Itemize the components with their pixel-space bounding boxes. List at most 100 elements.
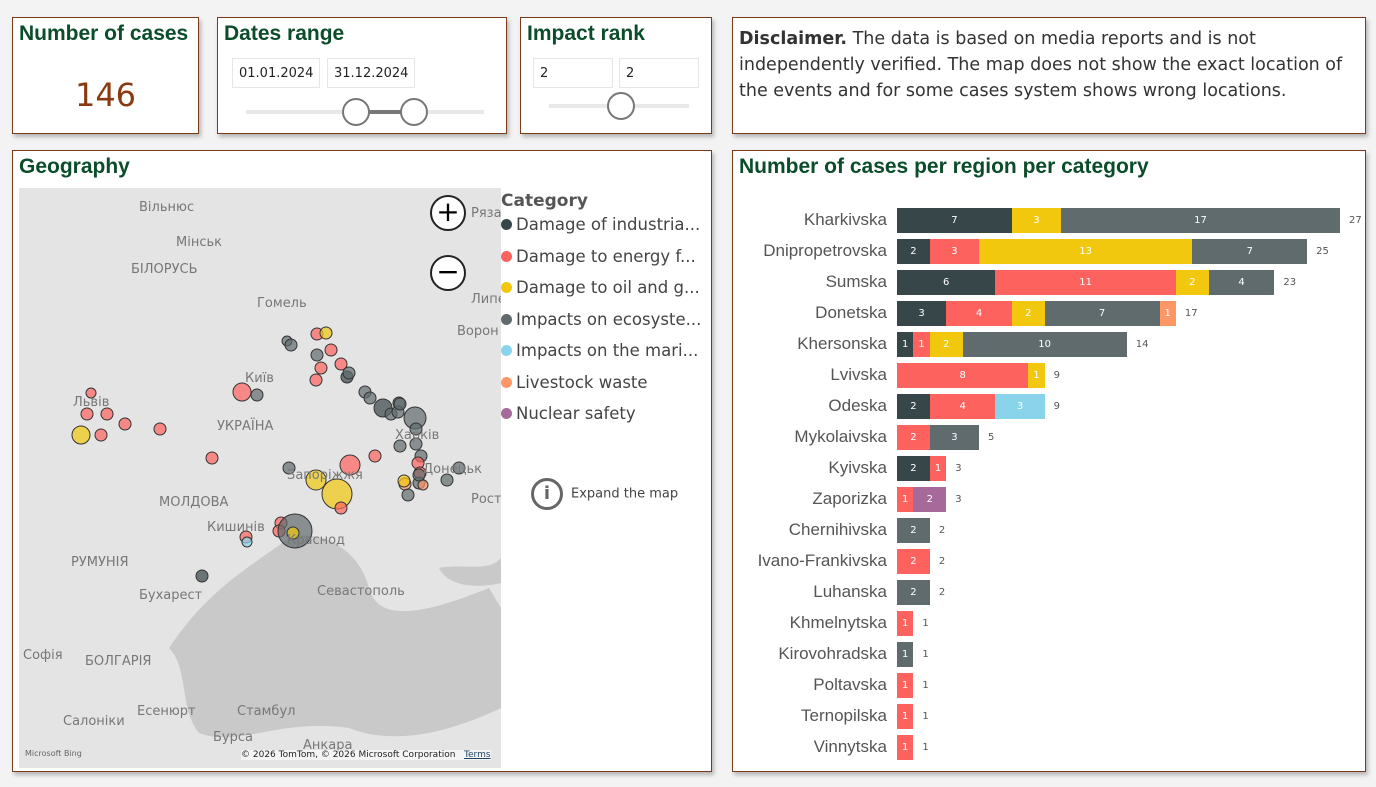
- event-bubble[interactable]: [309, 373, 323, 387]
- event-bubble[interactable]: [153, 422, 167, 436]
- bar-segment[interactable]: 1: [897, 704, 914, 729]
- bar-segment[interactable]: 17: [1061, 208, 1340, 233]
- event-bubble[interactable]: [205, 451, 219, 465]
- bar-segment[interactable]: 7: [1044, 301, 1160, 326]
- bar-segment[interactable]: 3: [1011, 208, 1062, 233]
- event-bubble[interactable]: [286, 526, 300, 540]
- event-bubble[interactable]: [339, 454, 361, 476]
- bar-segment[interactable]: 1: [913, 332, 930, 357]
- legend-item[interactable]: Nuclear safety: [501, 404, 723, 436]
- bar-segment[interactable]: 6: [897, 270, 996, 295]
- bar-segment[interactable]: 3: [929, 239, 980, 264]
- bar-segment[interactable]: 1: [1028, 363, 1045, 388]
- event-bubble[interactable]: [71, 425, 91, 445]
- bar-segment[interactable]: 7: [1192, 239, 1308, 264]
- bar-segment[interactable]: 2: [1175, 270, 1209, 295]
- event-bubble[interactable]: [363, 391, 377, 405]
- zoom-out-button[interactable]: −: [430, 255, 466, 291]
- bar-segment[interactable]: 3: [995, 394, 1045, 419]
- event-bubble[interactable]: [232, 382, 252, 402]
- bar-segment[interactable]: 2: [913, 487, 947, 512]
- event-bubble[interactable]: [409, 437, 423, 451]
- map-place-label: Краснод: [287, 533, 346, 548]
- bar-segment[interactable]: 1: [897, 611, 914, 636]
- bar-segment[interactable]: 4: [946, 301, 1012, 326]
- event-bubble[interactable]: [324, 343, 338, 357]
- zoom-in-button[interactable]: +: [430, 195, 466, 231]
- event-bubble[interactable]: [409, 422, 423, 436]
- impact-min-input[interactable]: 2: [533, 58, 613, 88]
- legend-item[interactable]: Damage to energy f...: [501, 247, 723, 279]
- event-bubble[interactable]: [94, 428, 108, 442]
- event-bubble[interactable]: [440, 473, 454, 487]
- bar-segment[interactable]: 2: [897, 394, 930, 419]
- event-bubble[interactable]: [368, 449, 382, 463]
- event-bubble[interactable]: [319, 326, 333, 340]
- map-place-label: УКРАЇНА: [217, 419, 274, 434]
- event-bubble[interactable]: [85, 387, 97, 399]
- legend-item[interactable]: Livestock waste: [501, 373, 723, 405]
- event-bubble[interactable]: [401, 488, 415, 502]
- bar-segment[interactable]: 3: [929, 425, 980, 450]
- bar-segment[interactable]: 2: [897, 425, 930, 450]
- bar-segment[interactable]: 2: [897, 580, 930, 605]
- bar-segment[interactable]: 10: [962, 332, 1127, 357]
- bar-segment[interactable]: 2: [897, 549, 930, 574]
- map-place-label: Софія: [23, 648, 63, 663]
- event-bubble[interactable]: [195, 569, 209, 583]
- event-bubble[interactable]: [282, 461, 296, 475]
- bar-segment[interactable]: 1: [929, 456, 947, 481]
- terms-link[interactable]: Terms: [464, 750, 491, 760]
- event-bubble[interactable]: [393, 397, 407, 411]
- start-date-input[interactable]: 01.01.2024: [232, 58, 320, 88]
- event-bubble[interactable]: [100, 407, 114, 421]
- event-bubble[interactable]: [314, 361, 328, 375]
- event-bubble[interactable]: [452, 461, 466, 475]
- event-bubble[interactable]: [334, 357, 348, 371]
- date-slider-end-handle[interactable]: [400, 98, 428, 126]
- bar-segment[interactable]: 2: [929, 332, 963, 357]
- bar-segment[interactable]: 1: [897, 735, 914, 760]
- event-bubble[interactable]: [305, 469, 327, 491]
- event-bubble[interactable]: [241, 536, 253, 548]
- bar-segment[interactable]: 8: [897, 363, 1029, 388]
- expand-map-button[interactable]: i Expand the map: [531, 478, 678, 510]
- bar-segment[interactable]: 7: [897, 208, 1012, 233]
- bar-segment[interactable]: 11: [995, 270, 1176, 295]
- map[interactable]: Вільнюс Мінськ БІЛОРУСЬ Гомель Рязан Липец Вор…: [19, 188, 501, 768]
- bar-segment[interactable]: 1: [1159, 301, 1176, 326]
- bar-segment[interactable]: 1: [897, 642, 914, 667]
- event-bubble[interactable]: [334, 501, 348, 515]
- event-bubble[interactable]: [284, 338, 298, 352]
- impact-max-input[interactable]: 2: [619, 58, 699, 88]
- bar-segment[interactable]: 4: [1208, 270, 1275, 295]
- event-bubble[interactable]: [393, 439, 407, 453]
- bar-segment[interactable]: 2: [897, 456, 930, 481]
- event-bubble[interactable]: [118, 417, 132, 431]
- event-bubble[interactable]: [80, 407, 94, 421]
- event-bubble[interactable]: [250, 388, 264, 402]
- legend-item[interactable]: Damage of industria...: [501, 215, 723, 247]
- bar-segment[interactable]: 4: [929, 394, 996, 419]
- date-slider-start-handle[interactable]: [342, 98, 370, 126]
- map-canvas[interactable]: [19, 188, 501, 768]
- end-date-input[interactable]: 31.12.2024: [327, 58, 415, 88]
- bar-segment[interactable]: 2: [1011, 301, 1045, 326]
- map-place-label: Бурса: [213, 730, 253, 745]
- bar-segment[interactable]: 13: [979, 239, 1193, 264]
- bar-segment[interactable]: 1: [897, 487, 914, 512]
- legend-item[interactable]: Impacts on ecosyste...: [501, 310, 723, 342]
- bar-segment[interactable]: 2: [897, 518, 930, 543]
- impact-slider-handle[interactable]: [607, 92, 635, 120]
- event-bubble[interactable]: [310, 348, 324, 362]
- event-bubble[interactable]: [417, 479, 429, 491]
- event-bubble[interactable]: [412, 468, 426, 482]
- bar-segment[interactable]: 1: [897, 673, 914, 698]
- bar-segment[interactable]: 2: [897, 239, 930, 264]
- bar-segment[interactable]: 1: [897, 332, 914, 357]
- legend-item[interactable]: Impacts on the mari...: [501, 341, 723, 373]
- event-bubble[interactable]: [342, 366, 356, 380]
- event-bubble[interactable]: [397, 474, 411, 488]
- bar-segment[interactable]: 3: [897, 301, 947, 326]
- legend-item[interactable]: Damage to oil and g...: [501, 278, 723, 310]
